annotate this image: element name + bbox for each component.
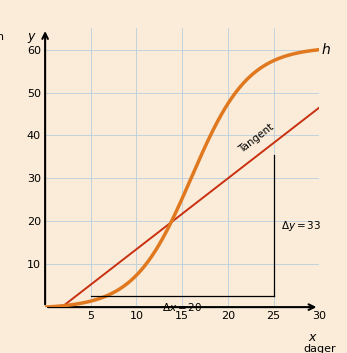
Text: y: y <box>27 30 34 43</box>
Text: cm: cm <box>0 32 4 42</box>
Text: $\Delta y = 33$: $\Delta y = 33$ <box>281 219 321 233</box>
Text: x: x <box>308 331 316 344</box>
Text: dager: dager <box>303 343 336 353</box>
Text: $\Delta x = 20$: $\Delta x = 20$ <box>162 301 202 313</box>
Text: h: h <box>322 43 331 57</box>
Text: Tangent: Tangent <box>237 122 276 155</box>
